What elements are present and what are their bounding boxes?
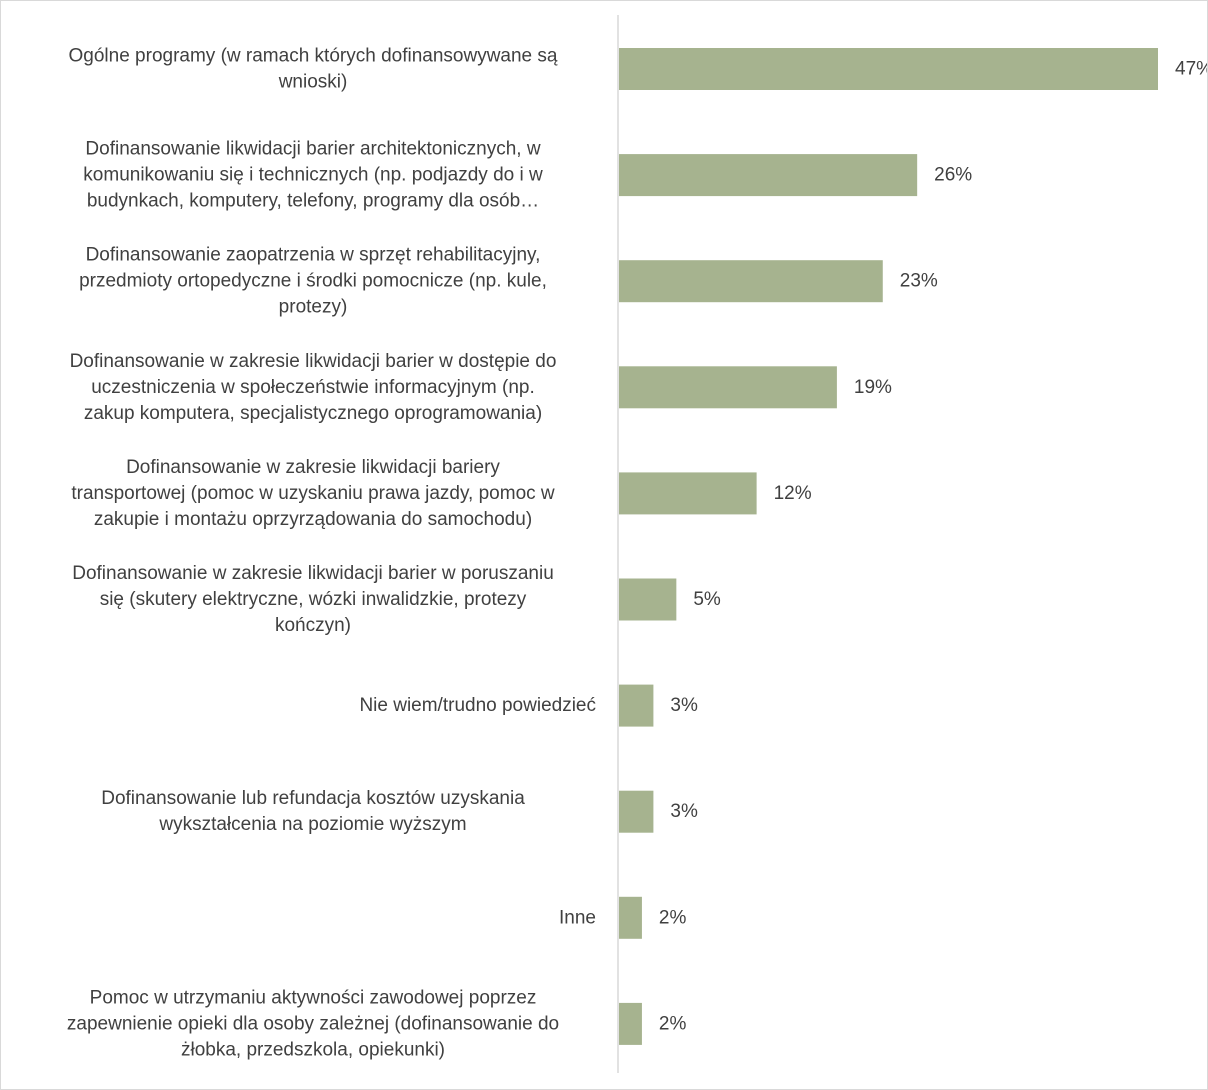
category-label-line: transportowej (pomoc w uzyskaniu prawa j… xyxy=(71,483,555,504)
category-label-3: Dofinansowanie zaopatrzenia w sprzęt reh… xyxy=(79,245,547,318)
bar-8 xyxy=(619,790,654,833)
value-label-5: 12% xyxy=(774,483,812,504)
bar-3 xyxy=(619,260,883,303)
category-label-line: zakupie i montażu oprzyrządowania do sam… xyxy=(94,509,532,530)
category-label-line: Dofinansowanie w zakresie likwidacji bar… xyxy=(70,351,557,372)
category-label-line: budynkach, komputery, telefony, programy… xyxy=(87,191,539,212)
category-label-line: Dofinansowanie w zakresie likwidacji bar… xyxy=(72,563,554,584)
bars xyxy=(619,48,1158,1045)
bar-2 xyxy=(619,154,918,197)
category-labels: Ogólne programy (w ramach których dofina… xyxy=(67,46,596,1061)
value-label-4: 19% xyxy=(854,377,892,398)
category-label-line: przedmioty ortopedyczne i środki pomocni… xyxy=(79,271,547,292)
category-label-line: Dofinansowanie w zakresie likwidacji bar… xyxy=(126,457,500,478)
category-label-line: komunikowaniu się i technicznych (np. po… xyxy=(83,165,543,186)
category-label-line: zakup komputera, specjalistycznego oprog… xyxy=(84,403,542,424)
bar-9 xyxy=(619,896,642,939)
category-label-4: Dofinansowanie w zakresie likwidacji bar… xyxy=(70,351,557,424)
category-label-line: się (skutery elektryczne, wózki inwalidz… xyxy=(100,589,527,610)
category-label-line: Dofinansowanie likwidacji barier archite… xyxy=(85,139,540,160)
category-label-8: Dofinansowanie lub refundacja kosztów uz… xyxy=(101,788,525,835)
category-label-5: Dofinansowanie w zakresie likwidacji bar… xyxy=(71,457,555,530)
category-label-line: kończyn) xyxy=(275,615,351,636)
value-label-7: 3% xyxy=(670,695,698,716)
category-label-1: Ogólne programy (w ramach których dofina… xyxy=(69,46,558,93)
category-label-line: protezy) xyxy=(279,297,348,318)
category-label-2: Dofinansowanie likwidacji barier archite… xyxy=(83,139,543,212)
category-label-line: Ogólne programy (w ramach których dofina… xyxy=(69,46,558,67)
value-label-8: 3% xyxy=(670,801,698,822)
bar-4 xyxy=(619,366,837,409)
category-label-line: zapewnienie opieki dla osoby zależnej (d… xyxy=(67,1013,559,1034)
value-label-1: 47% xyxy=(1175,59,1207,80)
category-label-line: Inne xyxy=(559,907,596,928)
bar-1 xyxy=(619,48,1158,90)
category-label-line: Pomoc w utrzymaniu aktywności zawodowej … xyxy=(90,987,537,1008)
bar-5 xyxy=(619,472,757,515)
category-label-7: Nie wiem/trudno powiedzieć xyxy=(359,695,596,716)
value-labels: 47% 26% 23% 19% 12% 5% 3% 3% 2% 2% xyxy=(659,59,1207,1035)
category-label-line: Nie wiem/trudno powiedzieć xyxy=(359,695,596,716)
value-label-9: 2% xyxy=(659,907,687,928)
value-label-2: 26% xyxy=(934,165,972,186)
category-label-line: wykształcenia na poziomie wyższym xyxy=(158,814,466,835)
category-label-line: Dofinansowanie lub refundacja kosztów uz… xyxy=(101,788,525,809)
category-label-line: uczestniczenia w społeczeństwie informac… xyxy=(91,377,535,398)
value-label-6: 5% xyxy=(693,589,721,610)
category-label-line: żłobka, przedszkola, opiekunki) xyxy=(181,1039,445,1060)
value-label-10: 2% xyxy=(659,1013,687,1034)
category-label-line: Dofinansowanie zaopatrzenia w sprzęt reh… xyxy=(86,245,541,266)
bar-6 xyxy=(619,578,677,621)
value-label-3: 23% xyxy=(900,271,938,292)
bar-7 xyxy=(619,684,654,727)
category-label-6: Dofinansowanie w zakresie likwidacji bar… xyxy=(72,563,554,636)
category-label-10: Pomoc w utrzymaniu aktywności zawodowej … xyxy=(67,987,559,1060)
category-label-line: wnioski) xyxy=(278,72,348,93)
bar-10 xyxy=(619,1002,642,1045)
category-label-9: Inne xyxy=(559,907,596,928)
